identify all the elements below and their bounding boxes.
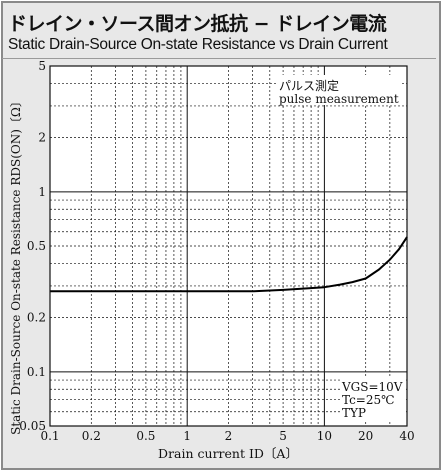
condition-vgs: VGS=10V <box>341 380 403 394</box>
x-tick-label: 40 <box>399 429 414 443</box>
y-tick-label: 0.5 <box>27 239 46 253</box>
x-tick-label: 10 <box>317 429 332 443</box>
series-layer <box>50 236 408 293</box>
chart-title-en: Static Drain-Source On-state Resistance … <box>8 36 388 53</box>
y-tick-label: 0.05 <box>19 419 46 433</box>
x-tick-label: 5 <box>279 429 287 443</box>
condition-typ: TYP <box>342 406 366 420</box>
title-divider <box>2 58 436 59</box>
series-line <box>50 236 408 293</box>
y-tick-label: 1 <box>38 185 46 199</box>
x-tick-label: 2 <box>225 429 233 443</box>
x-tick-label: 20 <box>358 429 373 443</box>
chart-title-jp: ドレイン・ソース間オン抵抗 − ドレイン電流 <box>8 13 387 35</box>
y-tick-label: 2 <box>38 131 46 145</box>
x-tick-label: 0.1 <box>40 429 59 443</box>
y-tick-label: 5 <box>38 59 46 73</box>
x-tick-label: 0.5 <box>136 429 155 443</box>
x-tick-label: 1 <box>183 429 191 443</box>
conditions-box <box>340 376 404 422</box>
y-axis-label: Static Drain-Source On-state Resistance … <box>9 95 23 435</box>
x-axis-label: Drain current ID〔A〕 <box>158 446 298 461</box>
x-tick-label: 0.2 <box>82 429 101 443</box>
y-tick-label: 0.1 <box>27 365 46 379</box>
plot-border <box>49 65 408 427</box>
annotation-pulse-en: pulse measurement <box>279 92 399 106</box>
y-tick-label: 0.2 <box>27 311 46 325</box>
condition-tc: Tc=25℃ <box>342 393 395 407</box>
annotation-pulse-jp: パルス測定 <box>279 78 339 93</box>
annotation-box <box>276 75 402 105</box>
